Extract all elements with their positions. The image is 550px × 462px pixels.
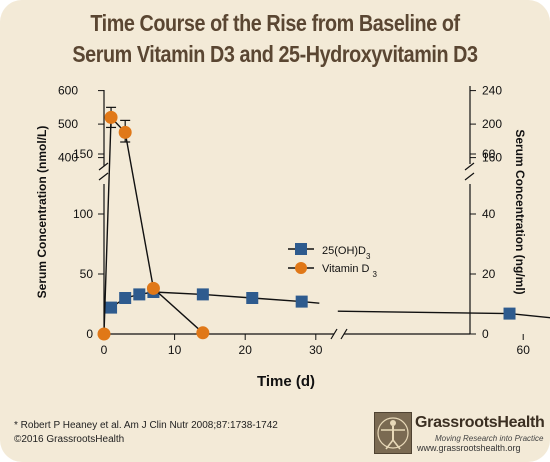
y-tick-label-left: 150 (73, 147, 93, 161)
y-axis-right-break (464, 162, 475, 181)
brand-logo[interactable]: GrassrootsHealth Moving Research into Pr… (374, 412, 545, 456)
y-axis-left-break (98, 162, 109, 181)
chart-title-line-1: Time Course of the Rise from Baseline of (90, 10, 460, 36)
x-tick-label: 10 (168, 343, 182, 357)
citation: * Robert P Heaney et al. Am J Clin Nutr … (14, 420, 278, 431)
data-point-25ohd3 (503, 307, 516, 320)
data-point-25ohd3 (133, 288, 146, 301)
brand-url[interactable]: www.grassrootshealth.org (417, 443, 521, 453)
legend-marker-vitamin-d3 (295, 262, 307, 274)
data-point-25ohd3 (295, 295, 308, 308)
brand-tagline: Moving Research into Practice (435, 434, 544, 443)
legend-label-vitamin-d3: Vitamin D 3 (322, 263, 378, 279)
data-point-vitamin-d3 (97, 327, 111, 341)
data-point-25ohd3 (119, 292, 132, 304)
y-tick-label-left: 400 (58, 151, 78, 165)
legend-marker-25ohd3 (295, 243, 307, 255)
y-tick-label-right: 60 (482, 147, 496, 161)
legend-label-25ohd3: 25(OH)D3 (322, 245, 371, 261)
data-point-vitamin-d3 (146, 281, 160, 295)
x-tick-label: 20 (239, 343, 253, 357)
x-axis-break (330, 328, 348, 340)
y-tick-label-right: 240 (482, 84, 502, 98)
data-point-25ohd3 (246, 292, 259, 304)
y-tick-label-left: 0 (86, 327, 93, 341)
y-axis-label-right: Serum Concentration (ng/ml) (513, 129, 527, 294)
series-line-25ohd3 (337, 310, 550, 319)
data-point-vitamin-d3 (118, 125, 132, 139)
vitruvian-logo-icon (374, 412, 412, 454)
x-tick-label: 30 (309, 343, 323, 357)
x-tick-label: 60 (517, 343, 531, 357)
y-axis-label-left: Serum Concentration (nmol/L) (35, 126, 49, 299)
data-point-25ohd3 (105, 301, 118, 314)
y-tick-label-left: 100 (73, 207, 93, 221)
y-tick-label-left: 600 (58, 84, 78, 98)
data-point-vitamin-d3 (196, 326, 210, 340)
chart-title-line-2: Serum Vitamin D3 and 25-Hydroxyvitamin D… (72, 41, 478, 67)
x-tick-label: 0 (101, 343, 108, 357)
x-axis-label: Time (d) (257, 373, 315, 390)
y-tick-label-right: 200 (482, 117, 502, 131)
y-tick-label-right: 20 (482, 267, 496, 281)
y-tick-label-right: 0 (482, 327, 489, 341)
y-tick-label-left: 50 (80, 267, 94, 281)
copyright: ©2016 GrassrootsHealth (14, 434, 125, 445)
data-point-vitamin-d3 (104, 110, 118, 124)
data-point-25ohd3 (196, 288, 209, 301)
y-tick-label-left: 500 (58, 117, 78, 131)
y-tick-label-right: 40 (482, 207, 496, 221)
brand-name: GrassrootsHealth (415, 414, 545, 431)
y-tick-label-right: 160 (482, 151, 502, 165)
